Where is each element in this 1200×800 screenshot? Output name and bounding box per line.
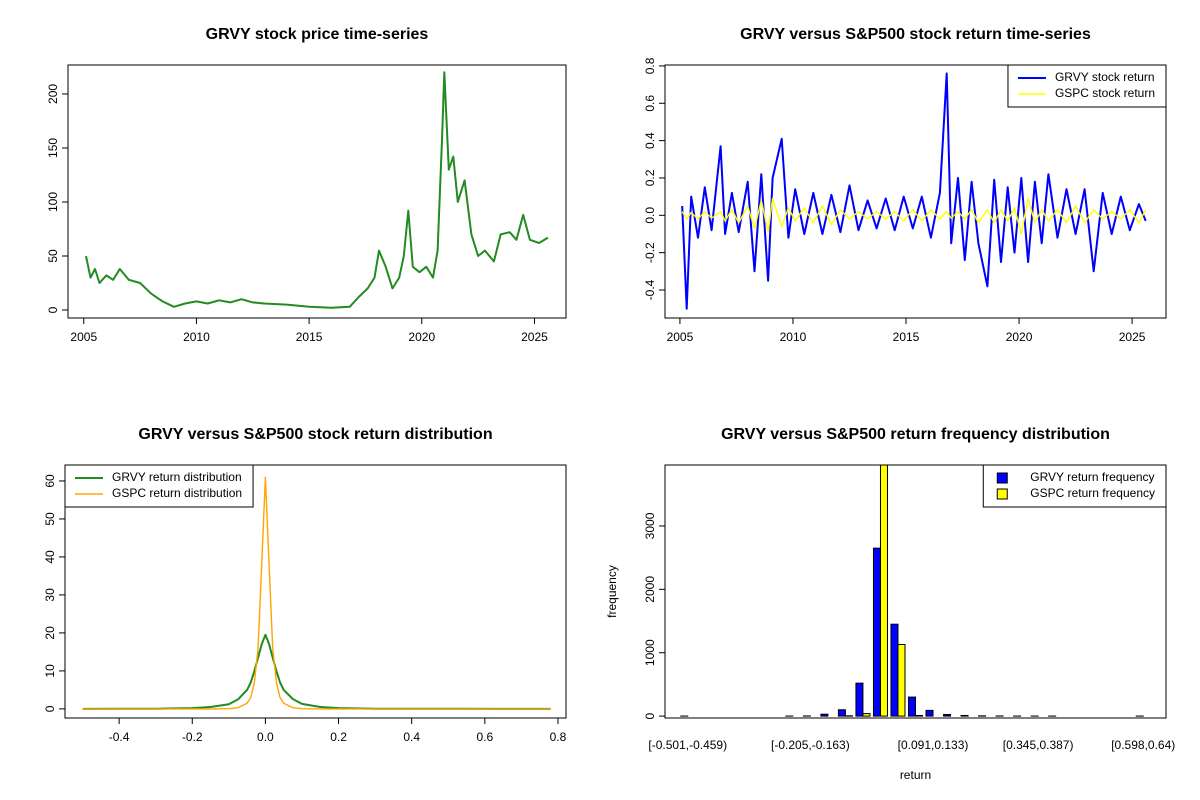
x-tick-label: [-0.501,-0.459) xyxy=(648,738,727,752)
bar xyxy=(925,709,934,717)
plot-frame xyxy=(664,464,1167,719)
bar xyxy=(907,696,917,717)
series-line xyxy=(85,71,549,309)
legend: GRVY stock return GSPC stock return xyxy=(1007,64,1167,108)
plot-area xyxy=(82,476,551,710)
legend: GRVY return distribution GSPC return dist… xyxy=(64,464,254,508)
chart-title: GRVY stock price time-series xyxy=(206,26,429,43)
x-tick-label: [-0.205,-0.163) xyxy=(771,738,850,752)
y-tick-label: 60 xyxy=(43,474,57,488)
y-tick-label: 0.6 xyxy=(643,95,657,112)
x-tick-label: 0.0 xyxy=(257,730,274,744)
x-tick-label: 0.4 xyxy=(403,730,420,744)
legend-label: GSPC stock return xyxy=(1055,86,1155,100)
series-line xyxy=(82,633,551,710)
y-tick-label: 200 xyxy=(46,84,60,104)
legend-box xyxy=(1007,64,1167,108)
y-tick-label: 0.0 xyxy=(643,207,657,224)
y-tick-label: 0 xyxy=(46,306,60,313)
plot-frame xyxy=(664,64,1167,319)
y-tick-label: 50 xyxy=(46,249,60,263)
y-tick-label: 50 xyxy=(43,512,57,526)
y-tick-label: 30 xyxy=(43,588,57,602)
x-tick-label: 2010 xyxy=(183,330,210,344)
series-line xyxy=(681,197,1147,235)
x-tick-label: [0.345,0.387) xyxy=(1003,738,1074,752)
bar xyxy=(960,714,969,717)
y-tick-label: 0 xyxy=(43,705,57,712)
plot-frame xyxy=(64,464,567,719)
y-tick-label: 3000 xyxy=(643,512,657,539)
series-line xyxy=(681,72,1147,310)
y-tick-label: -0.2 xyxy=(643,242,657,263)
plot-area xyxy=(85,71,549,309)
x-tick-label: [0.091,0.133) xyxy=(898,738,969,752)
y-tick-label: 100 xyxy=(46,192,60,212)
x-tick-label: 2020 xyxy=(408,330,435,344)
x-tick-label: 2010 xyxy=(780,330,807,344)
y-axis-label: frequency xyxy=(605,565,619,618)
y-tick-label: 1000 xyxy=(643,639,657,666)
x-tick-label: 2015 xyxy=(296,330,323,344)
y-tick-label: 0.2 xyxy=(643,169,657,186)
x-tick-label: -0.2 xyxy=(182,730,203,744)
plot-area xyxy=(680,465,1144,717)
legend-box xyxy=(64,464,254,508)
legend-label: GSPC return frequency xyxy=(1030,486,1155,500)
x-tick-label: 2020 xyxy=(1006,330,1033,344)
legend-swatch xyxy=(996,472,1008,484)
y-tick-label: 0.4 xyxy=(643,132,657,149)
y-tick-label: 2000 xyxy=(643,576,657,603)
y-tick-label: 10 xyxy=(43,664,57,678)
x-tick-label: 2005 xyxy=(70,330,97,344)
bar xyxy=(820,713,829,717)
legend-box xyxy=(982,464,1167,508)
bar xyxy=(915,714,924,717)
legend-label: GRVY stock return xyxy=(1055,70,1155,84)
y-tick-label: 0 xyxy=(643,712,657,719)
bar xyxy=(855,682,864,717)
legend-label: GSPC return distribution xyxy=(112,486,242,500)
bar xyxy=(879,465,888,717)
bar xyxy=(943,714,952,717)
y-tick-label: 40 xyxy=(43,550,57,564)
bar xyxy=(897,643,906,717)
y-tick-label: 150 xyxy=(46,138,60,158)
chart-title: GRVY versus S&P500 return frequency dist… xyxy=(721,426,1110,443)
chart-title: GRVY versus S&P500 stock return time-ser… xyxy=(740,26,1091,43)
chart-title: GRVY versus S&P500 stock return distribu… xyxy=(138,426,492,443)
y-tick-label: -0.4 xyxy=(643,279,657,300)
y-tick-label: 0.8 xyxy=(643,57,657,74)
x-tick-label: 0.2 xyxy=(330,730,347,744)
legend-swatch xyxy=(996,488,1008,500)
series-line xyxy=(82,476,551,710)
x-tick-label: 2005 xyxy=(667,330,694,344)
x-tick-label: 2015 xyxy=(893,330,920,344)
bar xyxy=(890,623,899,717)
bar xyxy=(862,713,871,717)
plot-frame xyxy=(67,64,567,319)
x-tick-label: [0.598,0.64) xyxy=(1111,738,1175,752)
x-tick-label: -0.4 xyxy=(109,730,130,744)
legend: GRVY return frequency GSPC return frequen… xyxy=(982,464,1167,508)
legend-label: GRVY return distribution xyxy=(112,470,242,484)
legend-label: GRVY return frequency xyxy=(1030,470,1154,484)
x-tick-label: 0.8 xyxy=(550,730,567,744)
x-tick-label: 2025 xyxy=(1119,330,1146,344)
x-axis-label: return xyxy=(900,768,931,782)
plot-area xyxy=(681,72,1147,310)
x-tick-label: 0.6 xyxy=(476,730,493,744)
bar xyxy=(872,547,881,717)
bar xyxy=(837,709,846,717)
x-tick-label: 2025 xyxy=(521,330,548,344)
y-tick-label: 20 xyxy=(43,626,57,640)
